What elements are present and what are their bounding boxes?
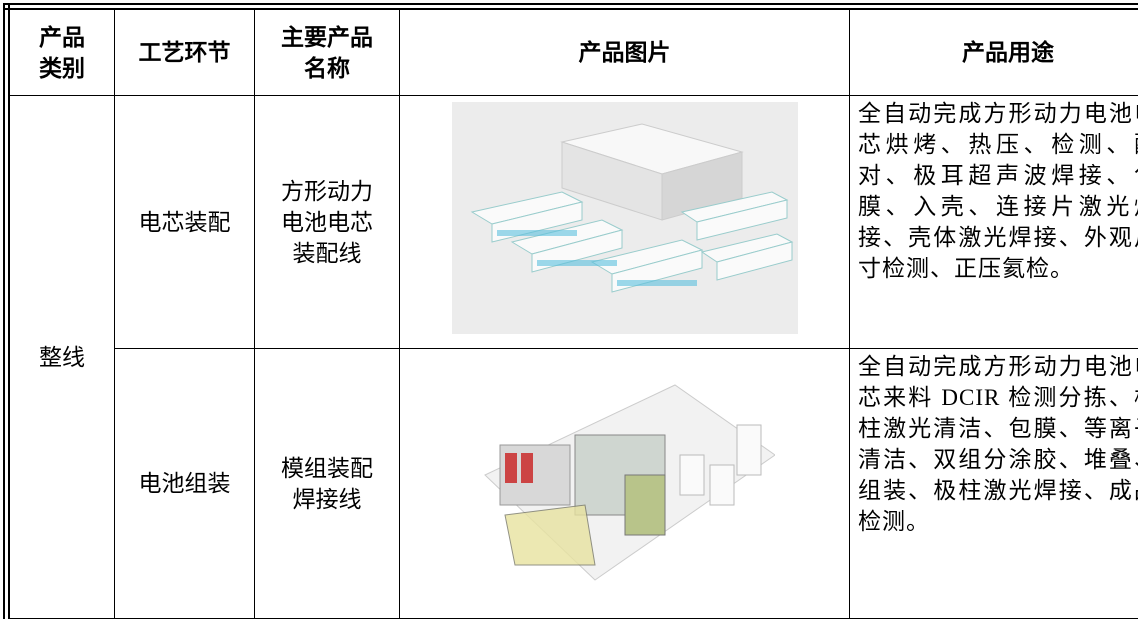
product-text: 装配线	[261, 238, 393, 269]
page: {"table": { "header": [["产品", "类别"], ["工…	[0, 0, 1138, 603]
category-cell: 整线	[7, 96, 115, 619]
header-text: 产品图片	[406, 37, 843, 68]
product-image	[452, 102, 798, 334]
use-cell: 全自动完成方形动力电池电芯烘烤、热压、检测、配对、极耳超声波焊接、包膜、入壳、连…	[850, 96, 1138, 349]
product-cell: 模组装配焊接线	[255, 349, 400, 619]
header-cell: 产品用途	[850, 7, 1138, 96]
picture-cell	[400, 349, 850, 619]
use-cell: 全自动完成方形动力电池电芯来料 DCIR 检测分拣、极柱激光清洁、包膜、等离子清…	[850, 349, 1138, 619]
header-cell: 产品图片	[400, 7, 850, 96]
process-cell: 电池组装	[115, 349, 255, 619]
product-image	[475, 365, 775, 595]
header-text: 产品用途	[856, 37, 1138, 68]
picture-cell	[400, 96, 850, 349]
header-text: 名称	[261, 53, 393, 84]
header-text: 产品	[16, 22, 108, 53]
header-cell: 工艺环节	[115, 7, 255, 96]
header-text: 工艺环节	[121, 37, 248, 68]
product-text: 模组装配	[261, 453, 393, 484]
document: 产品类别 工艺环节 主要产品名称 产品图片 产品用途 整线 电芯装配 方形动力电…	[3, 3, 1138, 623]
process-cell: 电芯装配	[115, 96, 255, 349]
product-text: 电池电芯	[261, 207, 393, 238]
product-text: 焊接线	[261, 484, 393, 515]
header-row: 产品类别 工艺环节 主要产品名称 产品图片 产品用途	[7, 7, 1138, 96]
product-cell: 方形动力电池电芯装配线	[255, 96, 400, 349]
header-text: 类别	[16, 53, 108, 84]
product-text: 方形动力	[261, 176, 393, 207]
header-cell: 产品类别	[7, 7, 115, 96]
table-row: 电池组装 模组装配焊接线 全自动完成方形动力电池电芯来料 DCIR 检测分拣、极…	[7, 349, 1138, 619]
header-text: 主要产品	[261, 22, 393, 53]
header-cell: 主要产品名称	[255, 7, 400, 96]
table-row: 整线 电芯装配 方形动力电池电芯装配线 全自动完成方形动力电池电芯烘烤、热压、检…	[7, 96, 1138, 349]
product-table: 产品类别 工艺环节 主要产品名称 产品图片 产品用途 整线 电芯装配 方形动力电…	[3, 3, 1138, 619]
